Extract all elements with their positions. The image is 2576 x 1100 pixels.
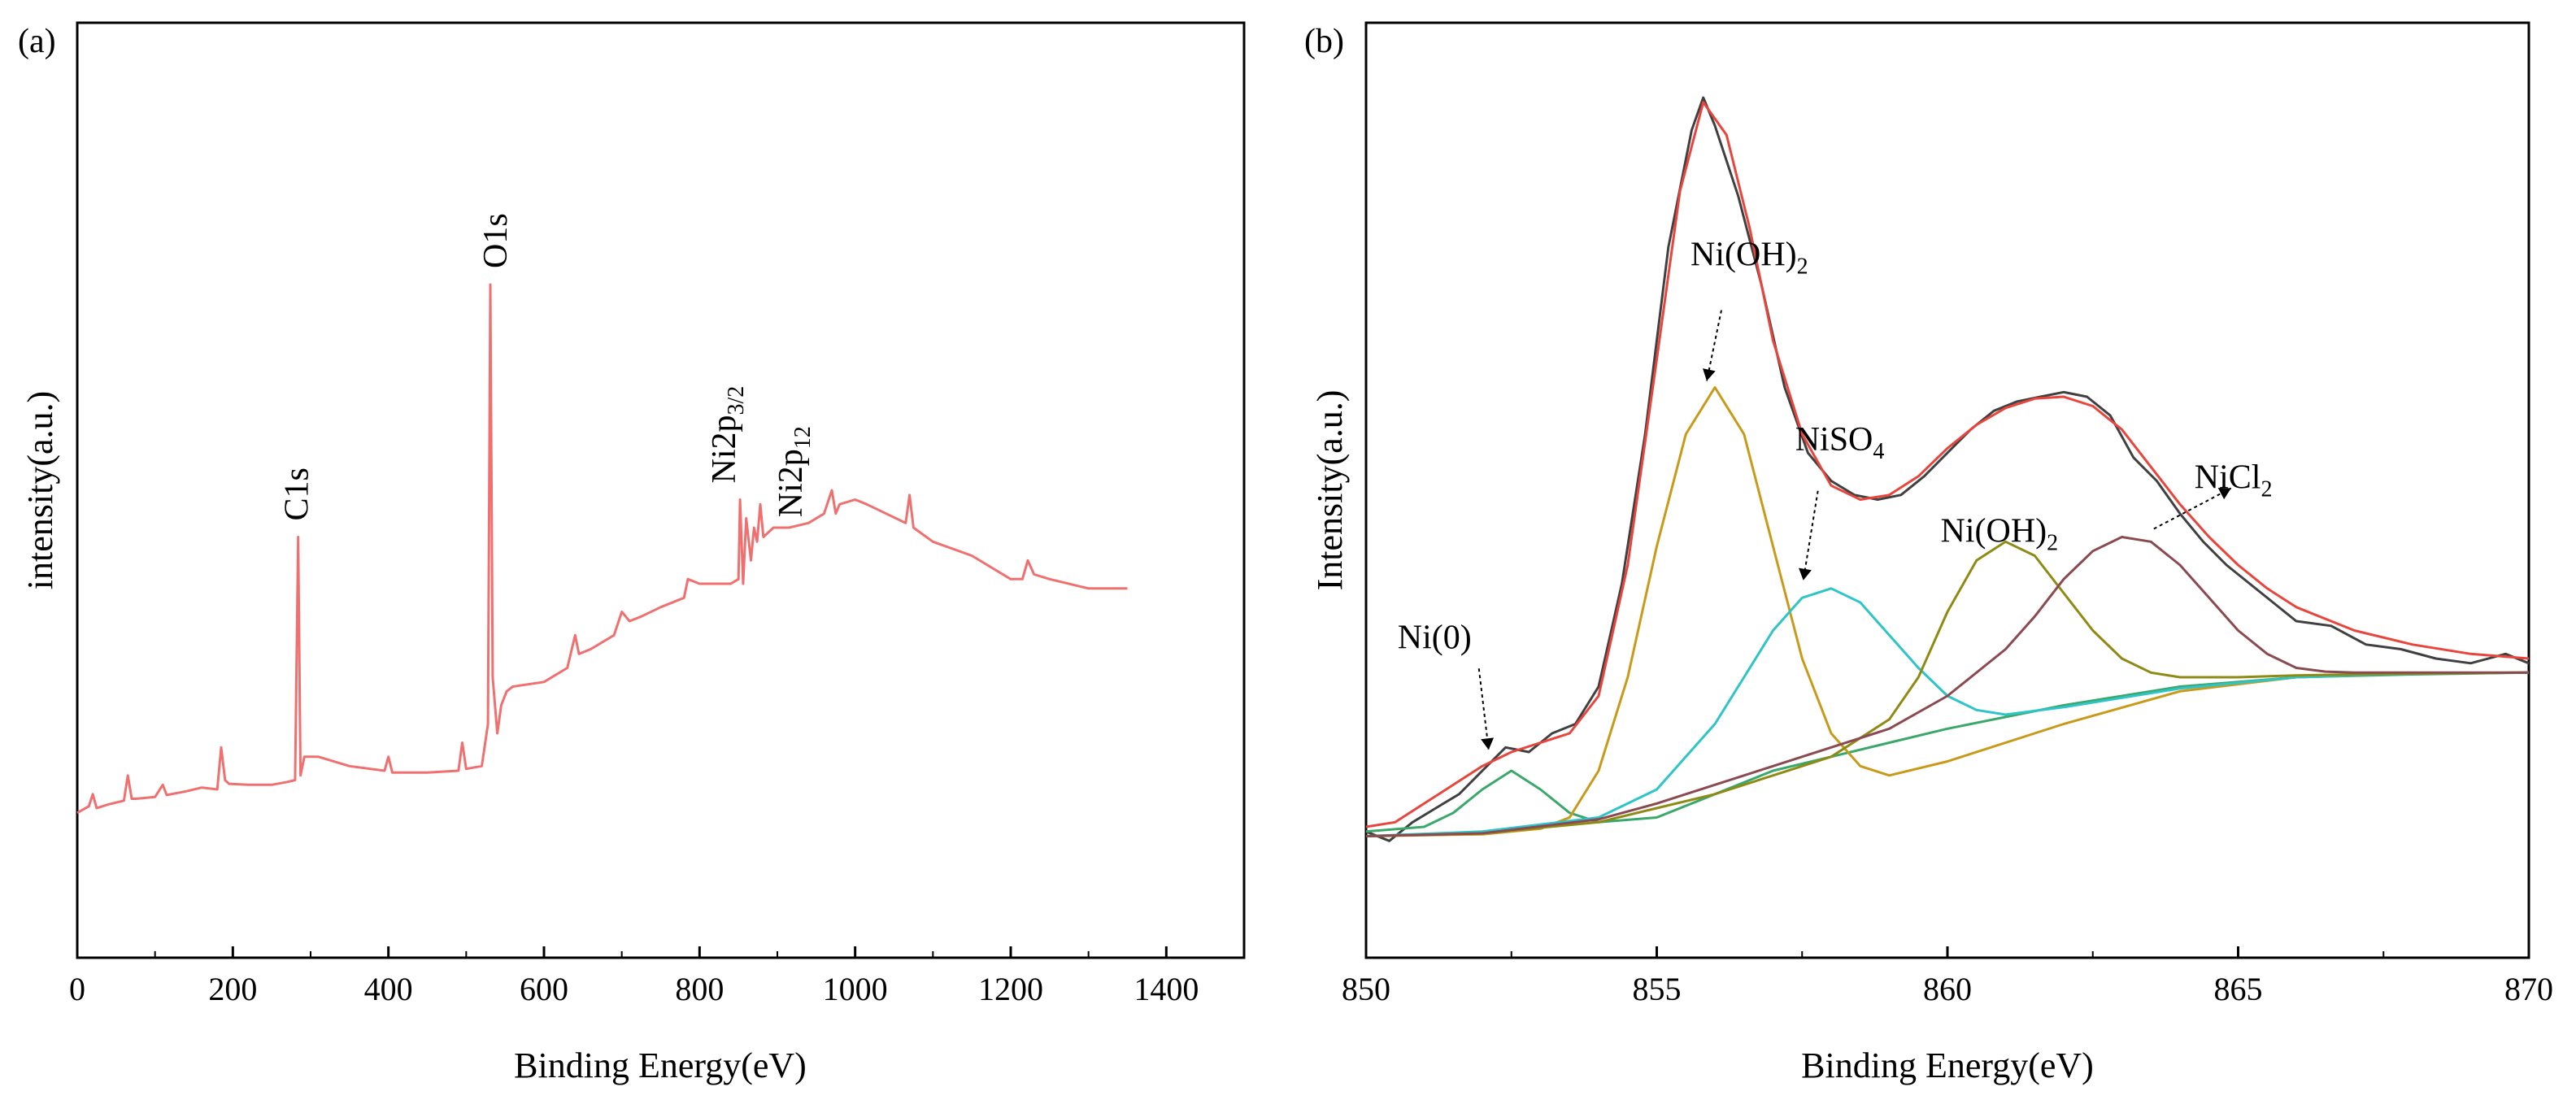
- b-annotation-subscript: 2: [1797, 254, 1808, 280]
- b-annotation-arrow: [1477, 668, 1490, 750]
- panel-b-series: [1365, 96, 2530, 842]
- a-annotation: Ni2p3/2: [706, 386, 749, 484]
- a-x-tick-label: 400: [364, 971, 413, 1007]
- b-annotation: NiCl2: [2195, 459, 2273, 502]
- panel-a-series: [76, 283, 1128, 815]
- b-annotation-arrow: [2153, 487, 2232, 530]
- b-annotation: Ni(OH)2: [1941, 512, 2059, 555]
- panel-b-frame: [1364, 21, 2530, 959]
- b-annotation-subscript: 2: [2047, 530, 2058, 555]
- a-x-tick-label: 1000: [823, 971, 888, 1007]
- panel-a-x-ticks: 0 200 400 600 800 1000 1200 1400: [69, 946, 1199, 1007]
- a-annotation: Ni2p12: [772, 426, 816, 517]
- b-x-tick-label: 860: [1923, 971, 1972, 1007]
- a-annotation: C1s: [279, 467, 316, 520]
- b-annotation-text: NiSO: [1795, 421, 1873, 459]
- a-x-tick-label: 600: [520, 971, 568, 1007]
- panel-a: (a) 0 200 400 600 800 1000 1200 1400 C1s O1s Ni2p…: [18, 21, 1246, 1085]
- b-annotation: Ni(OH)2: [1690, 237, 1808, 280]
- panel-b: (b) 850 855 860 865 870 Ni(0)Ni(OH)2NiSO4Ni(…: [1304, 21, 2553, 1085]
- b-annotation-arrowhead: [1799, 567, 1812, 580]
- a-x-tick-label: 200: [208, 971, 257, 1007]
- a-annotation: O1s: [477, 213, 515, 268]
- b-annotation: NiSO4: [1795, 421, 1885, 464]
- a-annotation-text: Ni2p: [772, 449, 810, 517]
- a-annotation-subscript: 12: [790, 426, 816, 449]
- b-annotation: Ni(0): [1398, 619, 1472, 656]
- panel-a-y-axis-label: intensity(a.u.): [20, 391, 60, 589]
- b-annotation-subscript: 2: [2261, 477, 2272, 502]
- b-annotation-arrow: [1802, 490, 1819, 580]
- b-annotation-arrowhead: [1481, 737, 1495, 750]
- b-annotation-text: Ni(OH): [1941, 512, 2047, 550]
- a-x-tick-label: 1400: [1134, 971, 1199, 1007]
- b-x-tick-label: 865: [2214, 971, 2263, 1007]
- b-x-tick-label: 850: [1342, 971, 1390, 1007]
- b-series-line-6: [1365, 536, 2529, 837]
- a-annotation-text: Ni2p: [706, 415, 743, 484]
- a-annotation-text: O1s: [477, 213, 515, 268]
- a-x-tick-label: 0: [69, 971, 85, 1007]
- a-annotation-subscript: 3/2: [724, 386, 749, 415]
- panel-b-x-ticks: 850 855 860 865 870: [1342, 946, 2553, 1007]
- b-annotation-text: Ni(OH): [1690, 237, 1797, 274]
- panel-a-frame: [76, 21, 1246, 959]
- b-series-line-3: [1365, 386, 2530, 837]
- b-x-tick-label: 870: [2504, 971, 2553, 1007]
- b-annotation-arrow: [1706, 310, 1722, 381]
- b-series-line-4: [1365, 587, 2530, 837]
- b-annotation-arrowhead: [1703, 368, 1716, 381]
- panel-a-label: (a): [18, 23, 56, 60]
- panel-a-x-axis-label: Binding Energy(eV): [514, 1046, 807, 1085]
- panel-b-label: (b): [1304, 23, 1344, 60]
- b-annotation-arrowhead: [2217, 487, 2231, 500]
- b-annotation-subscript: 4: [1873, 439, 1884, 464]
- a-annotation-text: C1s: [279, 467, 316, 520]
- b-annotation-text: Ni(0): [1398, 619, 1472, 656]
- b-x-tick-label: 855: [1633, 971, 1682, 1007]
- b-series-line-0: [1365, 96, 2530, 842]
- panel-b-x-axis-label: Binding Energy(eV): [1801, 1046, 2094, 1085]
- b-series-line-1: [1365, 101, 2530, 828]
- b-series-line-5: [1365, 540, 2530, 837]
- panel-b-y-axis-label: Intensity(a.u.): [1310, 390, 1350, 591]
- a-x-tick-label: 800: [675, 971, 724, 1007]
- a-x-tick-label: 1200: [978, 971, 1043, 1007]
- a-series-line-0: [76, 283, 1128, 815]
